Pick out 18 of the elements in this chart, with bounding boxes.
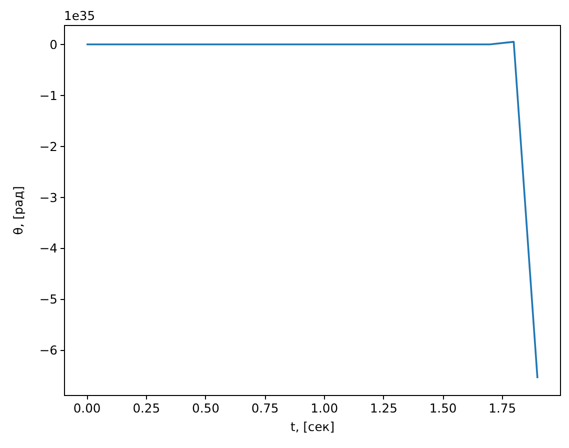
x-tick-label: 0.75	[251, 402, 279, 416]
x-tick-label: 1.50	[429, 402, 457, 416]
x-tick-label: 0.00	[73, 402, 101, 416]
x-tick-label: 1.00	[310, 402, 338, 416]
x-tick-label: 0.50	[192, 402, 220, 416]
x-tick-label: 1.25	[370, 402, 398, 416]
y-tick-label: −2	[39, 140, 58, 154]
y-tick-label: 0	[50, 38, 58, 52]
y-tick-label: −4	[39, 242, 58, 256]
y-axis-title: θ, [рад]	[11, 186, 26, 235]
text: 1e35	[64, 9, 96, 23]
y-tick-label: −3	[39, 190, 58, 205]
x-tick-label: 1.75	[488, 402, 516, 416]
x-tick-label: 0.25	[132, 402, 160, 416]
y-tick-label: −5	[39, 292, 58, 307]
y-tick-label: −6	[39, 344, 58, 358]
x-axis-title: t, [сек]	[290, 420, 334, 434]
y-tick-label: −1	[39, 88, 58, 103]
